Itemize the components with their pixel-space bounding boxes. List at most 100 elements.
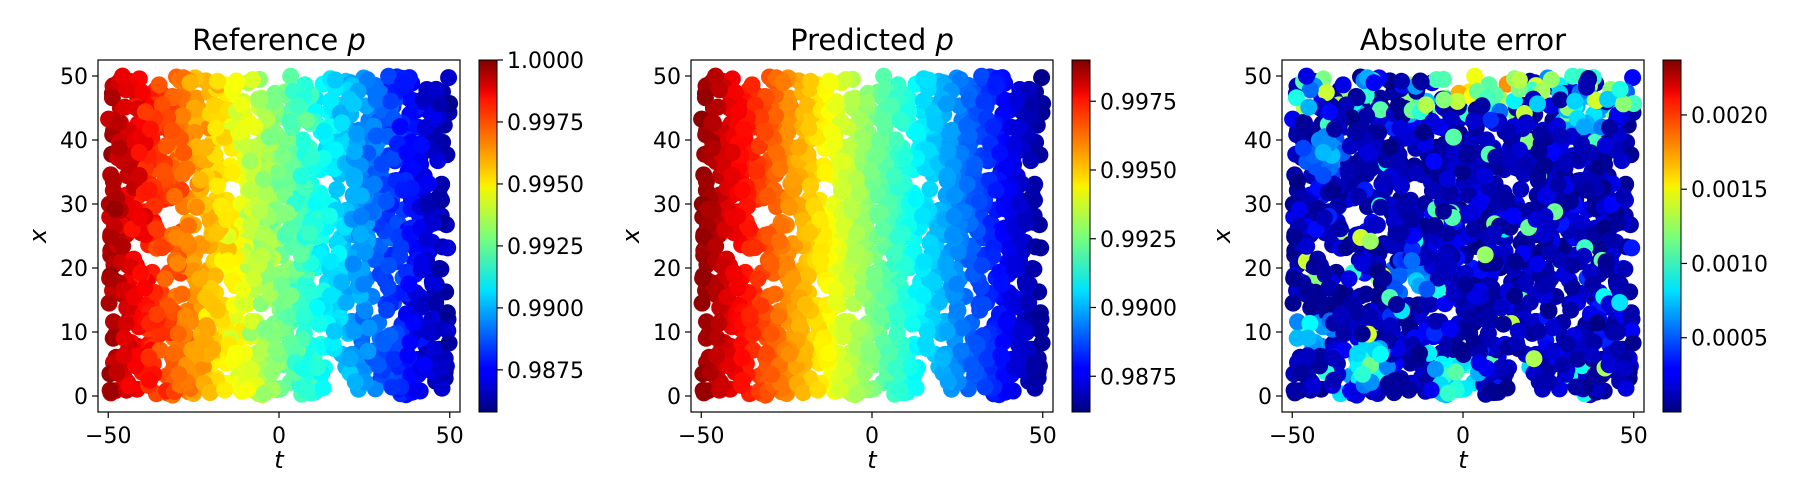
- scatter-point: [1575, 118, 1593, 136]
- scatter-point: [926, 114, 944, 132]
- scatter-point: [1492, 299, 1510, 317]
- scatter-point: [694, 269, 712, 287]
- scatter-point: [770, 307, 787, 325]
- scatter-point: [234, 280, 252, 298]
- scatter-point: [278, 204, 296, 221]
- scatter-point: [1512, 180, 1530, 198]
- scatter-point: [837, 71, 855, 89]
- scatter-point: [945, 207, 963, 225]
- scatter-point: [367, 127, 385, 145]
- scatter-point: [251, 91, 269, 109]
- scatter-point: [998, 380, 1016, 398]
- scatter-point: [400, 275, 418, 293]
- scatter-point: [261, 285, 279, 303]
- y-tick-label: 10: [60, 321, 88, 346]
- scatter-point: [1292, 364, 1310, 382]
- scatter-point: [322, 287, 339, 305]
- scatter-point: [1465, 220, 1483, 238]
- scatter-point: [1350, 187, 1368, 205]
- scatter-point: [901, 299, 919, 317]
- y-tick-label: 50: [1244, 65, 1272, 90]
- scatter-point: [758, 345, 775, 362]
- scatter-point: [401, 333, 419, 351]
- scatter-point: [1334, 76, 1352, 94]
- scatter-point: [130, 167, 148, 184]
- scatter-point: [1337, 239, 1355, 257]
- scatter-point: [1289, 313, 1306, 331]
- colorbar-tick-label: 0.9975: [1100, 90, 1177, 115]
- scatter-point: [274, 147, 292, 165]
- scatter-point: [131, 209, 149, 227]
- scatter-point: [209, 177, 226, 195]
- scatter-point: [1294, 139, 1312, 157]
- scatter-point: [218, 211, 236, 229]
- scatter-point: [1482, 381, 1500, 399]
- scatter-point: [934, 350, 952, 368]
- y-tick-label: 40: [1244, 129, 1272, 154]
- scatter-point: [413, 253, 431, 271]
- scatter-point: [254, 170, 272, 188]
- y-tick-label: 10: [1244, 321, 1272, 346]
- scatter-point: [1603, 195, 1621, 213]
- scatter-point: [1315, 209, 1333, 227]
- scatter-point: [1479, 306, 1497, 324]
- colorbar: [1071, 59, 1091, 413]
- scatter-point: [741, 305, 759, 323]
- scatter-point: [140, 349, 158, 367]
- scatter-point: [391, 118, 409, 136]
- colorbar-tick-label: 0.0015: [1691, 178, 1768, 203]
- scatter-point: [1456, 276, 1474, 294]
- scatter-point: [341, 350, 359, 368]
- scatter-point: [1615, 187, 1632, 205]
- scatter-point: [973, 67, 991, 85]
- scatter-point: [136, 279, 154, 297]
- scatter-point: [1331, 220, 1349, 238]
- scatter-point: [352, 187, 370, 205]
- scatter-point: [303, 148, 321, 166]
- scatter-point: [1517, 273, 1535, 291]
- scatter-point: [294, 359, 311, 377]
- scatter-point: [896, 148, 914, 166]
- scatter-point: [888, 306, 906, 324]
- scatter-point: [1006, 253, 1024, 271]
- scatter-point: [746, 239, 764, 257]
- scatter-point: [1393, 177, 1410, 195]
- scatter-point: [1300, 98, 1318, 116]
- scatter-point: [186, 124, 204, 141]
- x-tick-label: 0: [1456, 424, 1470, 449]
- scatter-point: [1288, 173, 1306, 191]
- scatter-point: [874, 112, 892, 130]
- scatter-point: [1285, 381, 1303, 399]
- scatter-point: [1013, 323, 1031, 341]
- scatter-point: [298, 381, 316, 399]
- scatter-point: [1362, 160, 1380, 178]
- scatter-point: [140, 181, 158, 199]
- scatter-point: [1564, 257, 1582, 274]
- scatter-point: [1464, 308, 1482, 326]
- scatter-point: [356, 243, 374, 261]
- scatter-point: [1559, 335, 1577, 353]
- scatter-point: [394, 74, 412, 92]
- scatter-point: [355, 275, 372, 293]
- scatter-point: [1010, 119, 1027, 136]
- scatter-point: [1422, 381, 1440, 399]
- scatter-point: [966, 155, 984, 173]
- scatter-point: [976, 378, 994, 396]
- scatter-point: [101, 381, 119, 399]
- scatter-point: [1372, 198, 1390, 216]
- scatter-point: [1339, 162, 1357, 180]
- scatter-point: [204, 296, 221, 313]
- scatter-point: [359, 144, 377, 162]
- scatter-point: [875, 67, 893, 85]
- scatter-point: [169, 254, 187, 272]
- scatter-point: [1299, 347, 1317, 365]
- scatter-point: [994, 333, 1012, 351]
- scatter-point: [834, 152, 852, 170]
- scatter-point: [746, 96, 764, 114]
- scatter-point: [233, 96, 251, 114]
- scatter-point: [1543, 144, 1561, 162]
- scatter-point: [345, 95, 362, 113]
- scatter-point: [960, 91, 978, 109]
- scatter-point: [308, 299, 326, 317]
- scatter-point: [1454, 163, 1472, 181]
